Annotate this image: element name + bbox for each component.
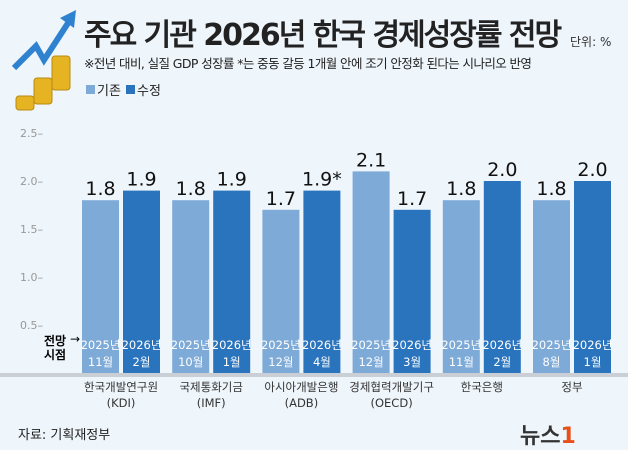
data-label: 1.9 (217, 169, 247, 191)
forecast-date-year: 2025년 (441, 338, 481, 352)
bar-revised (123, 190, 160, 373)
forecast-date-year: 2026년 (212, 338, 252, 352)
y-tick-label: 1.5– (20, 223, 43, 236)
forecast-date-month: 12월 (268, 355, 293, 369)
bar-revised (393, 209, 431, 373)
data-label: 1.8 (536, 178, 566, 200)
data-label: 1.8 (85, 178, 115, 200)
legend-item-new: 수정 (126, 80, 161, 99)
data-label: 1.7 (397, 188, 427, 210)
forecast-date-month: 8월 (543, 355, 561, 369)
axis-baseline (0, 373, 628, 377)
legend-label: 기존 (97, 84, 121, 99)
data-label: 1.9 (126, 169, 156, 191)
news1-logo: 뉴스1 (520, 424, 576, 449)
category-abbr: (IMF) (197, 396, 226, 410)
forecast-date-month: 1월 (223, 355, 241, 369)
unit-label: 단위: % (570, 35, 612, 49)
subtitle: ※전년 대비, 실질 GDP 성장률 *는 중동 갈등 1개월 안에 조기 안정… (84, 56, 532, 71)
bar-revised (574, 181, 611, 373)
forecast-date-month: 11월 (449, 355, 474, 369)
forecast-date-year: 2026년 (392, 338, 432, 352)
forecast-date-month: 12월 (358, 355, 383, 369)
data-label: 2.0 (487, 159, 517, 181)
category-label: 경제협력개발기구 (349, 380, 434, 394)
forecast-date-month: 2월 (493, 355, 511, 369)
forecast-date-year: 2025년 (81, 338, 121, 352)
arrow-icon: → (70, 332, 81, 346)
forecast-date-month: 1월 (584, 355, 602, 369)
category-abbr: (ADB) (285, 396, 319, 410)
legend-swatch (126, 85, 135, 94)
source-label: 자료: 기획재정부 (18, 428, 111, 443)
data-label: 2.0 (577, 159, 607, 181)
category-abbr: (KDI) (107, 396, 136, 410)
forecast-date-month: 4월 (313, 355, 331, 369)
bar-original (262, 209, 300, 373)
legend-swatch (86, 85, 95, 94)
legend-item-old: 기존 (86, 80, 121, 99)
page-title: 주요 기관 2026년 한국 경제성장률 전망 (84, 18, 562, 53)
forecast-date-month: 10월 (178, 355, 203, 369)
y-tick-label: 2.5– (20, 127, 43, 140)
forecast-date-year: 2025년 (171, 338, 211, 352)
category-label: 정부 (561, 380, 582, 394)
data-label: 2.1 (356, 149, 386, 171)
growth-coins-icon (11, 10, 76, 111)
forecast-date-year: 2026년 (122, 338, 162, 352)
forecast-date-month: 3월 (403, 355, 421, 369)
forecast-date-year: 2026년 (482, 338, 522, 352)
y-tick-label: 1.0– (20, 271, 43, 284)
y-tick-label: 2.0– (20, 175, 43, 188)
bar-chart: 0.5–1.0–1.5–2.0–2.5–1.82025년11월1.92026년2… (20, 127, 613, 410)
forecast-date-year: 2026년 (302, 338, 342, 352)
forecast-date-year: 2025년 (261, 338, 301, 352)
bar-original (82, 200, 119, 373)
data-label: 1.8 (446, 178, 476, 200)
category-label: 한국개발연구원 (84, 380, 158, 394)
forecast-date-year: 2025년 (351, 338, 391, 352)
bar-revised (303, 190, 341, 373)
category-label: 아시아개발은행 (264, 380, 338, 394)
data-label: 1.9* (302, 169, 342, 191)
bar-original (533, 200, 570, 373)
category-abbr: (OECD) (371, 396, 413, 410)
forecast-date-month: 11월 (88, 355, 113, 369)
bar-revised (213, 190, 251, 373)
bar-original (172, 200, 210, 373)
bar-original (352, 171, 390, 373)
category-label: 한국은행 (461, 380, 503, 394)
bar-original (442, 200, 480, 373)
forecast-date-year: 2026년 (573, 338, 613, 352)
data-label: 1.8 (176, 178, 206, 200)
data-label: 1.7 (266, 188, 296, 210)
forecast-date-month: 2월 (133, 355, 151, 369)
category-label: 국제통화기금 (179, 380, 242, 394)
y-tick-label: 0.5– (20, 319, 43, 332)
bar-revised (483, 181, 521, 373)
forecast-date-year: 2025년 (532, 338, 572, 352)
forecast-label: 전망 시점 (44, 334, 67, 362)
legend-label: 수정 (137, 84, 161, 99)
